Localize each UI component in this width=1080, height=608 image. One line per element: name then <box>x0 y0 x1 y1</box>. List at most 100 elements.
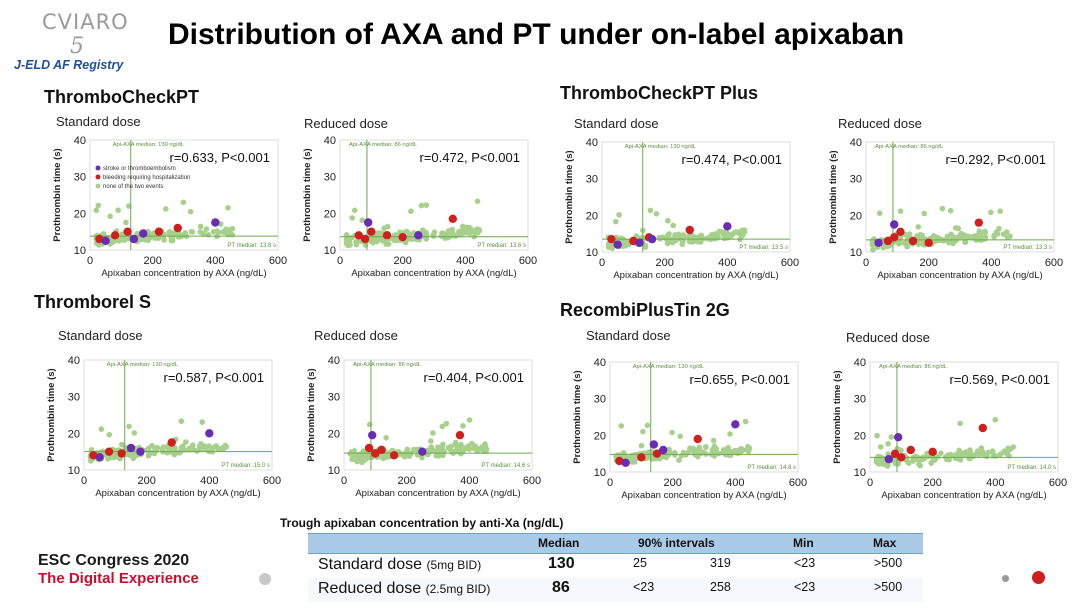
y-tick-label: 20 <box>324 208 336 220</box>
no-event-point <box>729 449 736 455</box>
nav-dot-icon[interactable] <box>1002 575 1009 582</box>
y-tick-label: 30 <box>854 394 866 406</box>
no-event-point <box>730 231 736 237</box>
no-event-point <box>955 225 962 232</box>
pt-median-label: PT median: 15.0 s <box>221 463 270 469</box>
x-axis-label: Apixaban concentration by AXA (ng/dL) <box>351 268 516 279</box>
no-event-point <box>997 208 1003 214</box>
no-event-point <box>131 430 138 436</box>
no-event-point <box>939 205 946 212</box>
record-dot-icon[interactable] <box>1032 571 1045 584</box>
dose-label: Standard dose <box>574 116 659 131</box>
stroke-point <box>129 234 139 244</box>
x-tick-label: 600 <box>781 257 799 269</box>
no-event-point <box>411 446 417 453</box>
no-event-point <box>430 233 437 239</box>
no-event-point <box>876 210 883 216</box>
y-tick-label: 20 <box>68 428 80 440</box>
no-event-point <box>203 226 210 232</box>
no-event-point <box>471 228 477 235</box>
bleeding-point <box>448 214 457 224</box>
no-event-point <box>703 444 709 451</box>
no-event-point <box>978 445 985 451</box>
no-event-point <box>154 444 161 451</box>
pt-median-label: PT median: 14.0 s <box>1007 465 1056 471</box>
x-tick-label: 200 <box>397 475 415 487</box>
no-event-point <box>666 231 672 237</box>
no-event-point <box>725 446 731 452</box>
max-value: >500 <box>874 556 903 570</box>
interval-high: 258 <box>710 580 731 594</box>
no-event-point <box>477 445 483 452</box>
y-tick-label: 30 <box>324 172 336 184</box>
stroke-point <box>418 447 427 456</box>
x-axis-label: Apixaban concentration by AXA (ng/dL) <box>95 488 260 499</box>
no-event-point <box>667 449 673 456</box>
no-event-point <box>349 215 355 221</box>
x-tick-label: 0 <box>599 257 605 269</box>
x-tick-label: 600 <box>523 475 541 487</box>
no-event-point <box>358 454 365 461</box>
header-max: Max <box>873 536 897 550</box>
no-event-point <box>938 450 944 456</box>
no-event-point <box>93 207 100 214</box>
no-event-point <box>618 423 625 429</box>
no-event-point <box>961 232 968 238</box>
no-event-point <box>344 238 350 245</box>
no-event-point <box>741 229 748 235</box>
y-axis-label: Prothrombin time (s) <box>52 148 63 241</box>
logo-registry: J-ELD AF Registry <box>14 58 124 72</box>
no-event-point <box>642 242 648 249</box>
no-event-point <box>144 237 150 243</box>
pt-median-label: PT median: 14.6 s <box>481 463 530 469</box>
no-event-point <box>967 455 973 462</box>
nav-dot-icon[interactable] <box>259 573 271 585</box>
x-tick-label: 200 <box>655 257 673 269</box>
scatter-chart: Api-AXA median: 130 ng/dL PT median: 15.0… <box>40 352 290 517</box>
no-event-point <box>928 460 934 466</box>
method-title-thromborel-s: Thromborel S <box>34 292 152 312</box>
bleeding-point <box>382 231 392 240</box>
dose-label: Reduced dose <box>304 116 388 131</box>
stroke-point <box>136 447 145 456</box>
header-median: Median <box>538 536 580 550</box>
no-event-point <box>988 209 994 216</box>
scatter-chart: Api-AXA median: 86 ng/dL PT median: 13.3 … <box>822 134 1072 299</box>
no-event-point <box>613 218 619 225</box>
no-event-point <box>383 435 389 441</box>
no-event-point <box>875 453 881 460</box>
no-event-point <box>924 450 930 457</box>
no-event-point <box>957 231 963 238</box>
no-event-point <box>469 440 475 447</box>
no-event-point <box>401 454 408 460</box>
no-event-point <box>1004 234 1011 241</box>
no-event-point <box>992 416 999 423</box>
x-tick-label: 0 <box>87 255 93 267</box>
stroke-point <box>723 222 732 231</box>
no-event-point <box>476 228 483 234</box>
bleeding-point <box>978 423 987 433</box>
no-event-point <box>742 418 749 425</box>
no-event-point <box>653 211 660 217</box>
no-event-point <box>680 449 687 456</box>
no-event-point <box>685 234 691 240</box>
no-event-point <box>418 202 425 209</box>
no-event-point <box>483 448 489 454</box>
x-tick-label: 0 <box>81 475 87 487</box>
max-value: >500 <box>874 580 903 594</box>
no-event-point <box>737 446 744 452</box>
bleeding-point <box>924 238 933 248</box>
scatter-chart: Api-AXA median: 86 ng/dL PT median: 13.6 … <box>296 132 546 297</box>
x-tick-label: 200 <box>663 477 681 489</box>
no-event-point <box>149 450 156 456</box>
conference-name: ESC Congress 2020 <box>38 552 190 569</box>
min-value: <23 <box>794 556 816 570</box>
no-event-point <box>711 443 718 449</box>
scatter-plot: Api-AXA median: 130 ng/dL PT median: 13.5… <box>564 137 799 281</box>
dose-label: Standard dose <box>58 328 143 343</box>
no-event-point <box>457 228 464 234</box>
interval-low: <23 <box>633 580 655 594</box>
no-event-point <box>640 428 646 435</box>
x-tick-label: 200 <box>393 255 411 267</box>
no-event-point <box>609 245 615 252</box>
